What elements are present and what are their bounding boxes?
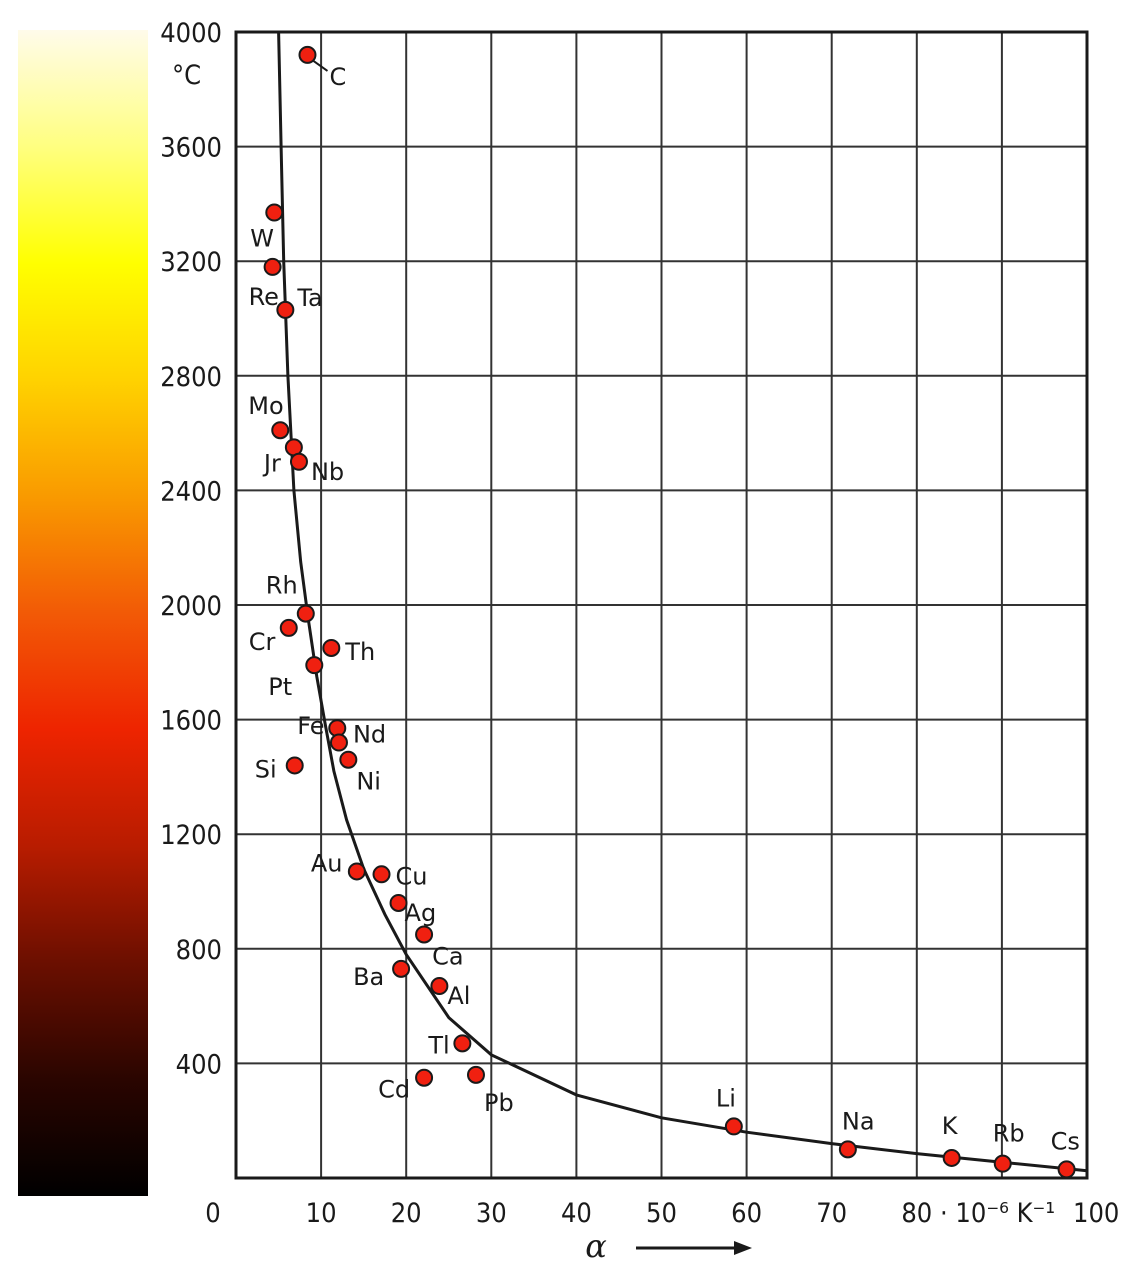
point-label-pb: Pb <box>484 1089 514 1117</box>
point-label-cd: Cd <box>378 1076 410 1104</box>
point-label-mo: Mo <box>248 392 283 420</box>
data-point-cd <box>415 1068 434 1087</box>
y-unit-label: °C <box>172 60 201 91</box>
point-label-jr: Jr <box>262 449 281 477</box>
x-tick-label: 50 <box>646 1198 677 1229</box>
y-tick-label: 3600 <box>160 133 222 164</box>
leader-line-c <box>312 60 329 72</box>
point-label-al: Al <box>447 982 470 1010</box>
point-label-ta: Ta <box>296 284 322 312</box>
x-axis-arrow <box>636 1241 752 1255</box>
point-label-c: C <box>329 63 346 91</box>
data-point-pt <box>305 656 324 675</box>
data-points <box>263 45 1076 1179</box>
data-point-ca <box>415 925 434 944</box>
x-tick-label: 0 <box>205 1198 220 1229</box>
x-tick-label: 30 <box>476 1198 507 1229</box>
y-tick-label: 3200 <box>160 247 222 278</box>
y-tick-label: 4000 <box>160 18 222 49</box>
point-label-nd: Nd <box>353 721 386 749</box>
x-tick-label: 20 <box>391 1198 422 1229</box>
data-point-re <box>263 257 282 276</box>
data-point-w <box>265 203 284 222</box>
point-label-ni: Ni <box>356 768 381 796</box>
data-point-nb <box>289 452 308 471</box>
point-label-th: Th <box>344 638 375 666</box>
data-point-li <box>724 1117 743 1136</box>
y-tick-label: 400 <box>176 1049 222 1080</box>
point-label-nb: Nb <box>311 458 344 486</box>
y-tick-label: 1600 <box>160 706 222 737</box>
point-label-cs: Cs <box>1051 1127 1080 1155</box>
data-point-au <box>347 862 366 881</box>
data-point-ag <box>389 893 408 912</box>
data-point-c <box>298 45 317 64</box>
y-tick-label: 2000 <box>160 591 222 622</box>
point-label-re: Re <box>249 283 279 311</box>
temperature-color-scale <box>18 30 148 1196</box>
data-point-si <box>285 756 304 775</box>
y-tick-labels: 400 800 1200 1600 2000 2400 2800 3200 3600 4000 <box>160 18 222 1080</box>
x-tick-label: 80 <box>901 1198 932 1229</box>
point-label-ca: Ca <box>432 942 463 970</box>
point-label-cu: Cu <box>396 862 428 890</box>
y-tick-label: 800 <box>176 935 222 966</box>
data-point-mo <box>271 421 290 440</box>
data-point-k <box>942 1148 961 1167</box>
point-label-si: Si <box>255 755 277 783</box>
data-point-al <box>430 977 449 996</box>
trend-curve <box>277 31 1088 1173</box>
data-point-ta <box>276 300 295 319</box>
x-axis-label: α <box>585 1227 607 1261</box>
x-tick-label: 40 <box>561 1198 592 1229</box>
point-label-fe: Fe <box>297 712 324 740</box>
point-label-ag: Ag <box>405 899 437 927</box>
point-label-ba: Ba <box>353 963 384 991</box>
data-point-na <box>838 1140 857 1159</box>
data-point-cs <box>1057 1160 1076 1179</box>
data-point-nd <box>329 733 348 752</box>
point-label-w: W <box>250 224 274 252</box>
x-tick-label: 100 <box>1073 1198 1119 1229</box>
x-tick-label: 10 <box>306 1198 337 1229</box>
x-unit-label: · 10⁻⁶ K⁻¹ <box>940 1198 1055 1229</box>
x-tick-labels: 0 10 20 30 40 50 60 70 80 100 <box>205 1198 1119 1229</box>
data-point-rh <box>296 604 315 623</box>
grid-lines <box>236 32 1087 1178</box>
point-label-k: K <box>942 1112 959 1140</box>
data-point-ba <box>392 959 411 978</box>
data-point-pb <box>466 1065 485 1084</box>
y-tick-label: 2800 <box>160 362 222 393</box>
point-label-na: Na <box>842 1107 875 1135</box>
y-tick-label: 1200 <box>160 820 222 851</box>
y-tick-label: 2400 <box>160 476 222 507</box>
point-label-rh: Rh <box>266 572 298 600</box>
data-point-cr <box>279 618 298 637</box>
point-label-au: Au <box>311 849 343 877</box>
point-label-cr: Cr <box>249 628 276 656</box>
x-tick-label: 60 <box>731 1198 762 1229</box>
data-point-th <box>322 638 341 657</box>
point-label-tl: Tl <box>427 1031 449 1059</box>
data-point-tl <box>453 1034 472 1053</box>
data-point-ni <box>339 750 358 769</box>
point-label-rb: Rb <box>993 1120 1025 1148</box>
data-point-cu <box>372 865 391 884</box>
x-tick-label: 70 <box>816 1198 847 1229</box>
plot-frame <box>234 30 1089 1180</box>
point-label-pt: Pt <box>268 673 292 701</box>
data-point-rb <box>993 1154 1012 1173</box>
point-label-li: Li <box>716 1084 736 1112</box>
